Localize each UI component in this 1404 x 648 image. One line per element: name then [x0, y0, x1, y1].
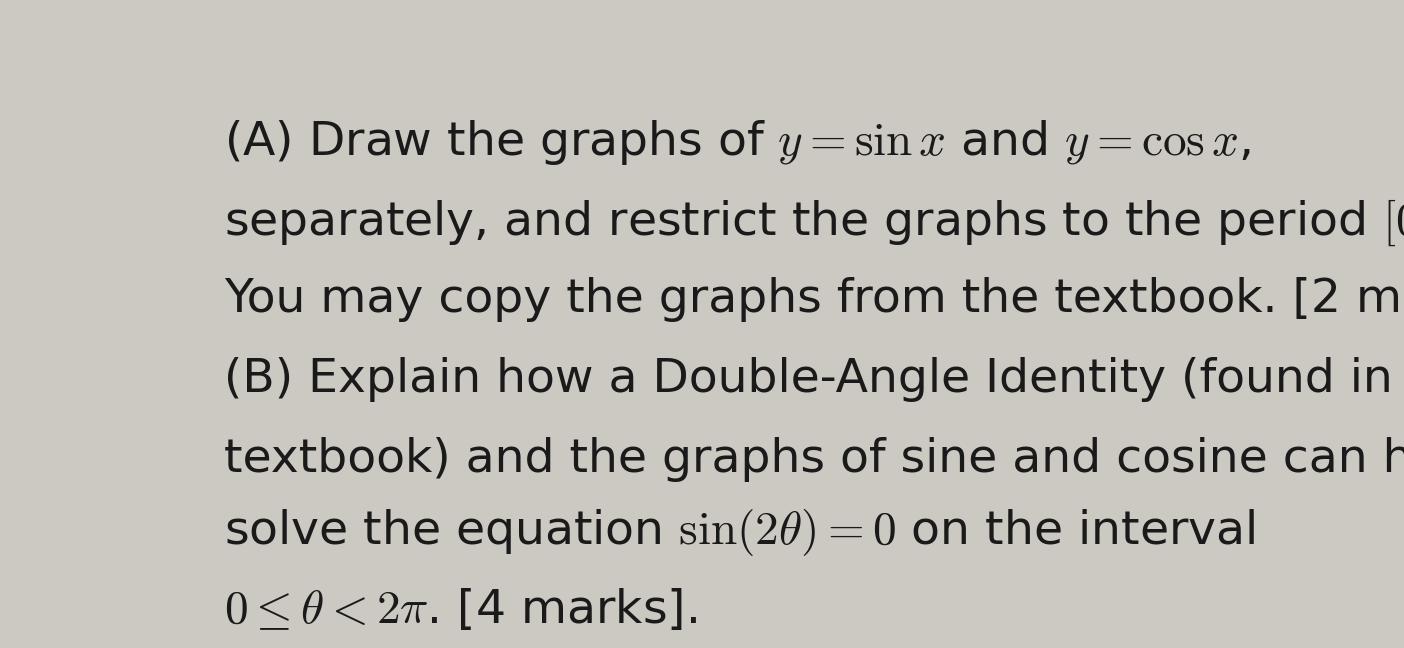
- Text: separately, and restrict the graphs to the period $[0,\, 2\pi]$.: separately, and restrict the graphs to t…: [225, 198, 1404, 248]
- Text: textbook) and the graphs of sine and cosine can help you: textbook) and the graphs of sine and cos…: [225, 437, 1404, 482]
- Text: $0 \leq \theta < 2\pi$. [4 marks].: $0 \leq \theta < 2\pi$. [4 marks].: [225, 586, 698, 632]
- Text: You may copy the graphs from the textbook. [2 marks].: You may copy the graphs from the textboo…: [225, 277, 1404, 322]
- Text: (A) Draw the graphs of $y = \sin x$ and $y = \cos x$,: (A) Draw the graphs of $y = \sin x$ and …: [225, 118, 1251, 167]
- Text: (B) Explain how a Double-Angle Identity (found in the: (B) Explain how a Double-Angle Identity …: [225, 357, 1404, 402]
- Text: solve the equation $\sin(2\theta) = 0$ on the interval: solve the equation $\sin(2\theta) = 0$ o…: [225, 507, 1255, 558]
